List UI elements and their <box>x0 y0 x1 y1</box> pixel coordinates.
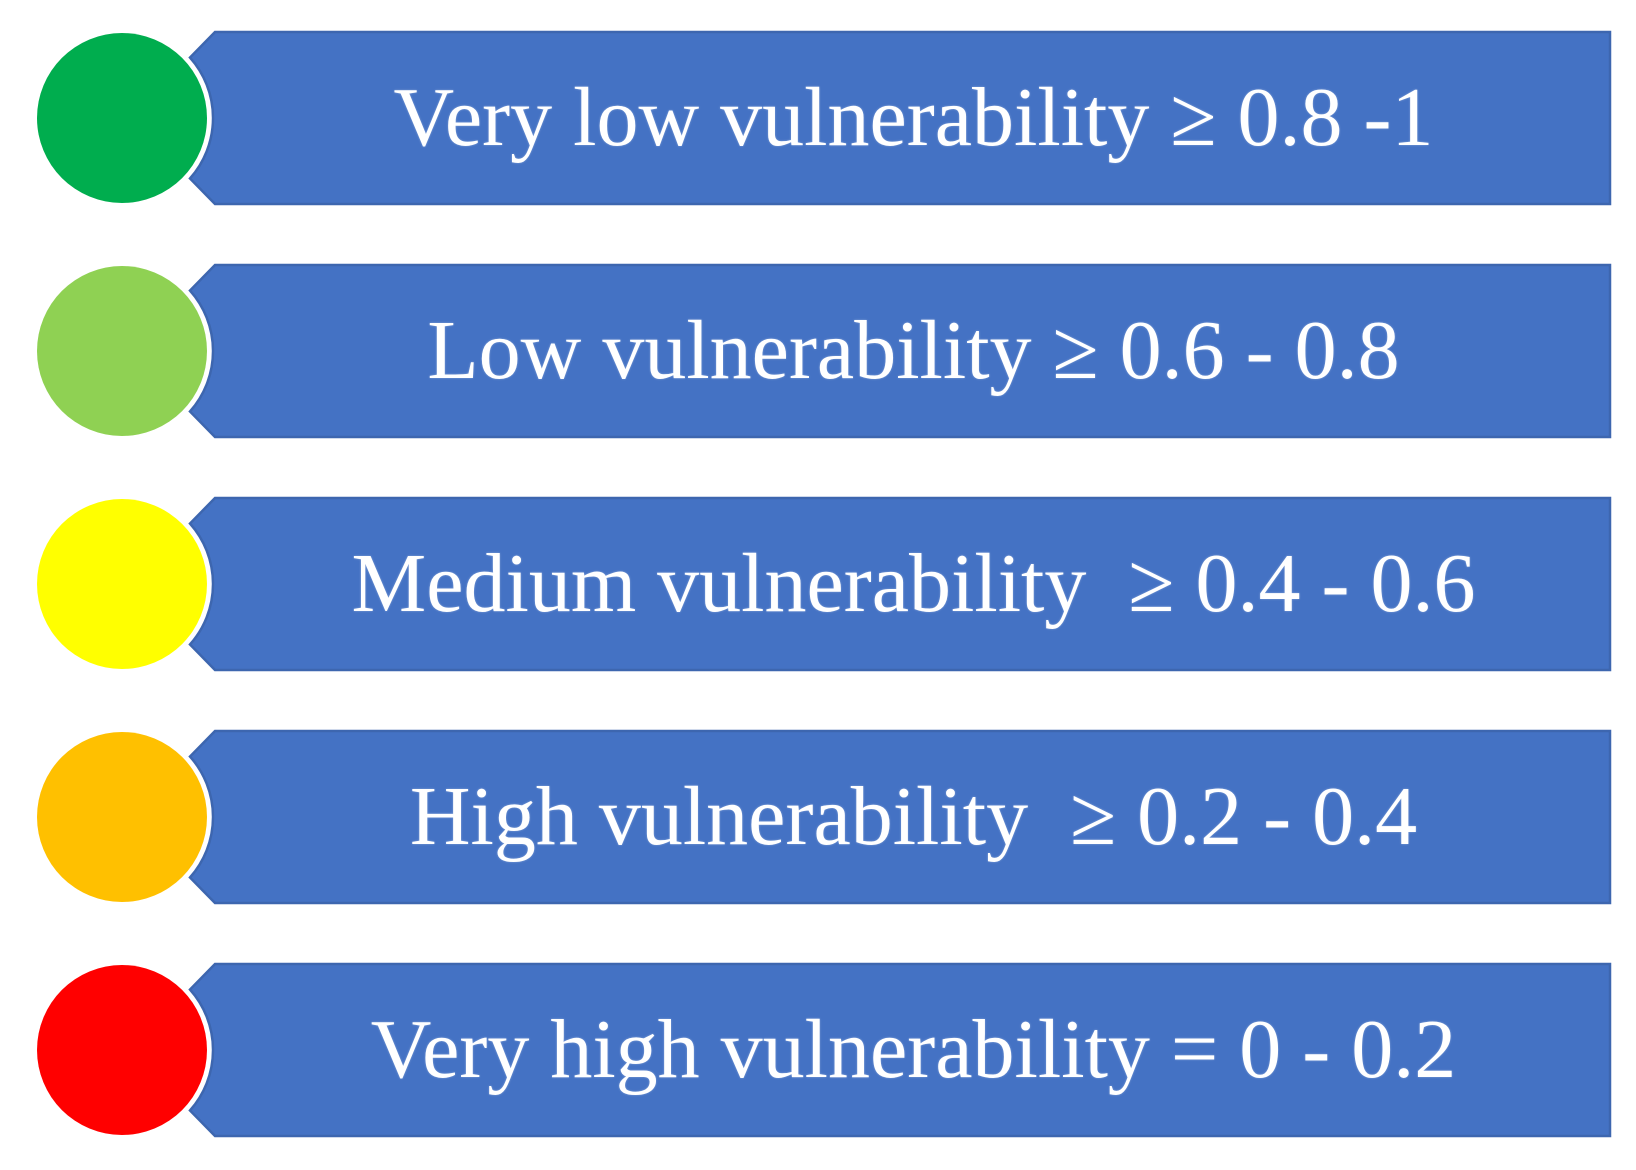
legend-row-graphic <box>37 496 1612 672</box>
legend-row-graphic <box>37 729 1612 905</box>
level-dot-red-icon <box>37 965 207 1135</box>
level-dot-green-icon <box>37 33 207 203</box>
level-dot-orange-icon <box>37 732 207 902</box>
legend-row-high: High vulnerability ≥ 0.2 - 0.4 <box>0 699 1636 932</box>
legend-row-graphic <box>37 30 1612 206</box>
legend-row-low: Low vulnerability ≥ 0.6 - 0.8 <box>0 233 1636 466</box>
legend-row-very-low: Very low vulnerability ≥ 0.8 -1 <box>0 0 1636 233</box>
banner-shape <box>188 496 1612 672</box>
legend-label-very-high: Very high vulnerability = 0 - 0.2 <box>370 1003 1457 1096</box>
legend-label-low: Low vulnerability ≥ 0.6 - 0.8 <box>427 304 1400 397</box>
banner-shape <box>188 962 1612 1138</box>
legend-row-graphic <box>37 263 1612 439</box>
legend-row-graphic <box>37 962 1612 1138</box>
level-dot-light-green-icon <box>37 266 207 436</box>
legend-row-medium: Medium vulnerability ≥ 0.4 - 0.6 <box>0 466 1636 699</box>
banner-shape <box>188 729 1612 905</box>
legend-label-medium: Medium vulnerability ≥ 0.4 - 0.6 <box>351 537 1476 630</box>
legend-row-very-high: Very high vulnerability = 0 - 0.2 <box>0 932 1636 1165</box>
level-dot-yellow-icon <box>37 499 207 669</box>
banner-shape <box>188 30 1612 206</box>
banner-shape <box>188 263 1612 439</box>
legend-label-very-low: Very low vulnerability ≥ 0.8 -1 <box>393 71 1434 164</box>
legend-label-high: High vulnerability ≥ 0.2 - 0.4 <box>409 770 1418 863</box>
